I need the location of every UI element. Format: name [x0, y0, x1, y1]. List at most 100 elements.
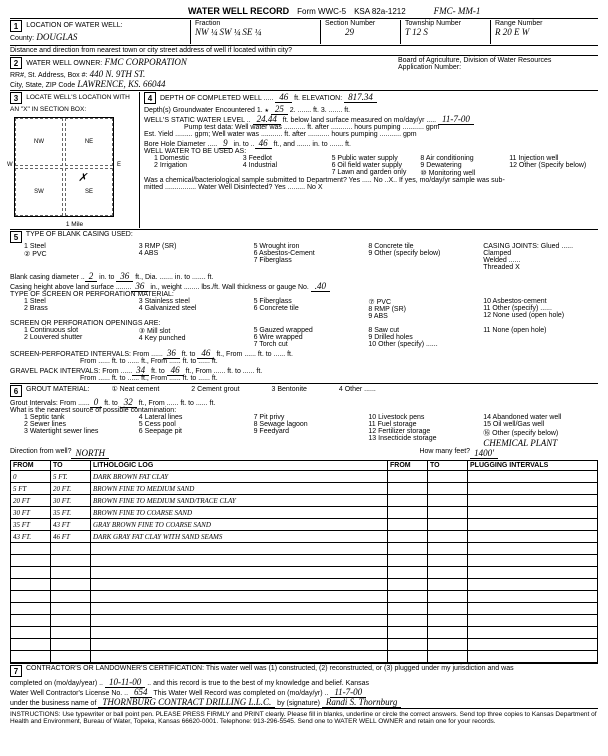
log-row: [11, 543, 598, 555]
dir-lbl: Direction from well?: [10, 448, 71, 459]
o3: ③ Mill slot: [139, 328, 171, 335]
x-mark: ✗: [78, 171, 87, 184]
p11: 11 Other (specify) ......: [483, 305, 552, 312]
s10: 10 Livestock pens: [368, 414, 424, 421]
h-to: TO: [51, 461, 91, 471]
p9: 9 ABS: [368, 313, 387, 320]
s7-t4: under the business name of: [10, 700, 96, 707]
s7-t2: completed on (mo/day/year) ..: [10, 680, 103, 687]
location-box: NW NE SW SE✗ W E: [14, 117, 114, 217]
h-from2: FROM: [388, 461, 428, 471]
form-no: Form WWC-5: [297, 7, 346, 16]
addr-lbl: RR#, St. Address, Box #:: [10, 72, 87, 79]
p7: ⑦ PVC: [368, 299, 391, 306]
c8: 8 Concrete tile: [368, 243, 413, 250]
g2: 2 Cement grout: [191, 386, 239, 393]
gw3: 3. ....... ft.: [321, 107, 350, 114]
frac1: NW ¼: [195, 27, 218, 37]
footer: INSTRUCTIONS: Use typewriter or ball poi…: [10, 708, 598, 727]
mile: 1 Mile: [10, 221, 139, 228]
ne: NE: [65, 118, 113, 166]
c1: 1 Steel: [24, 243, 46, 250]
owner-lbl: WATER WELL OWNER:: [26, 60, 102, 67]
num-6: 6: [10, 385, 22, 397]
u7: 7 Lawn and garden only: [332, 169, 407, 176]
section-2: 2 WATER WELL OWNER: FMC CORPORATION RR#,…: [10, 55, 598, 90]
height-after: in., weight ........ lbs./ft. Wall thick…: [150, 284, 308, 291]
p1: 1 Steel: [24, 298, 46, 305]
s6: 6 Seepage pit: [139, 428, 182, 435]
s5: 5 Cess pool: [139, 421, 176, 428]
biz: THORNBURG CONTRACT DRILLING L.L.C.: [98, 697, 275, 708]
s12: 12 Fertilizer storage: [368, 428, 430, 435]
blank-lbl: Blank casing diameter ..: [10, 274, 85, 281]
dist-lbl: Distance and direction from nearest town…: [10, 45, 598, 55]
gw-lbl: Depth(s) Groundwater Encountered 1.: [144, 107, 263, 114]
county-lbl: County:: [10, 35, 34, 42]
s9: 9 Feedyard: [254, 428, 289, 435]
p3: 3 Stainless steel: [139, 298, 190, 305]
sec: 29: [345, 27, 354, 37]
s16v: CHEMICAL PLANT: [483, 438, 557, 448]
s3: 3 Watertight sewer lines: [24, 428, 98, 435]
h-plug: PLUGGING INTERVALS: [468, 461, 598, 471]
u1: 1 Domestic: [154, 155, 189, 162]
num-7: 7: [10, 665, 22, 677]
log-row: 43 FT.46 FTDARK GRAY FAT CLAY WITH SAND …: [11, 531, 598, 543]
s7-t3: Water Well Contractor's License No. ..: [10, 690, 128, 697]
s5-title: TYPE OF BLANK CASING USED:: [26, 231, 133, 238]
log-row: 30 FT35 FT.BROWN FINE TO COARSE SAND: [11, 507, 598, 519]
p2: 2 Brass: [24, 305, 48, 312]
num-2: 2: [10, 57, 22, 69]
sw: SW: [15, 168, 63, 216]
feet-lbl: How many feet?: [419, 448, 470, 459]
log-row: 20 FT30 FT.BROWN FINE TO MEDIUM SAND/TRA…: [11, 495, 598, 507]
g4: 4 Other ......: [339, 386, 376, 393]
gw-check: ★: [265, 106, 269, 114]
log-row: [11, 555, 598, 567]
est-lbl: Est. Yield ......... gpm; Well water was…: [144, 131, 417, 138]
o4: 4 Key punched: [139, 335, 186, 342]
app-lbl: Application Number:: [398, 64, 461, 71]
rng-lbl: Range Number: [495, 20, 542, 27]
log-row: 5 FT20 FT.BROWN FINE TO MEDIUM SAND: [11, 483, 598, 495]
p4: 4 Galvanized steel: [139, 305, 197, 312]
num-4: 4: [144, 92, 156, 104]
sec3-lbl: LOCATE WELL'S LOCATION WITH AN "X" IN SE…: [10, 94, 130, 113]
blank-dia: ft., Dia. ....... in. to ....... ft.: [135, 274, 213, 281]
depth-lbl: DEPTH OF COMPLETED WELL .....: [160, 95, 273, 102]
h-from: FROM: [11, 461, 51, 471]
s6-title: GROUT MATERIAL:: [26, 386, 90, 393]
c7: 7 Fiberglass: [254, 257, 292, 264]
mitted: mitted ................ Water Well Disin…: [144, 184, 323, 191]
o8: 8 Saw cut: [368, 327, 399, 334]
section-3-4: 3 LOCATE WELL'S LOCATION WITH AN "X" IN …: [10, 90, 598, 229]
section-3: 3 LOCATE WELL'S LOCATION WITH AN "X" IN …: [10, 92, 140, 228]
c3: 3 RMP (SR): [139, 243, 177, 250]
hand-id: FMC- MM-1: [434, 6, 481, 16]
height-lbl: Casing height above land surface .......…: [10, 284, 131, 291]
p5: 5 Fiberglass: [254, 298, 292, 305]
u5: 5 Public water supply: [332, 155, 398, 162]
u9: 9 Dewatering: [420, 162, 461, 169]
log-row: [11, 567, 598, 579]
lithologic-log: FROM TO LITHOLOGIC LOG FROM TO PLUGGING …: [10, 460, 598, 663]
o11: 11 None (open hole): [483, 327, 546, 334]
w: W: [7, 162, 13, 168]
c4: 4 ABS: [139, 250, 158, 257]
si-lbl: SCREEN-PERFORATED INTERVALS: From ......: [10, 351, 163, 358]
log-row: [11, 615, 598, 627]
frac2: SW ¼: [219, 27, 240, 37]
section-6: 6 GROUT MATERIAL: ① Neat cement 2 Cement…: [10, 383, 598, 460]
s14: 14 Abandoned water well: [483, 414, 561, 421]
s11: 11 Fuel storage: [368, 421, 416, 428]
frac-lbl: Fraction: [195, 20, 220, 27]
log-row: [11, 651, 598, 663]
joints: CASING JOINTS: Glued ...... Clamped: [483, 243, 573, 257]
log-row: [11, 591, 598, 603]
h-to2: TO: [428, 461, 468, 471]
log-row: [11, 603, 598, 615]
s7-t2b: .. and this record is true to the best o…: [147, 680, 369, 687]
nw: NW: [15, 118, 63, 166]
log-row: [11, 639, 598, 651]
